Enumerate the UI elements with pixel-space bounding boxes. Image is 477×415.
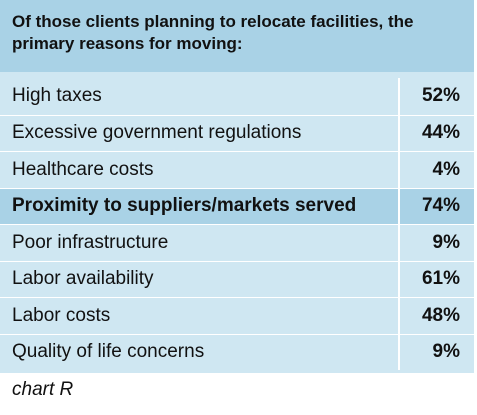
row-label: Quality of life concerns bbox=[0, 334, 400, 370]
row-value: 48% bbox=[421, 304, 460, 326]
table-row: Labor availability 61% bbox=[0, 260, 474, 297]
table-panel: Of those clients planning to relocate fa… bbox=[0, 0, 474, 373]
row-label: Excessive government regulations bbox=[0, 115, 400, 151]
row-value: 74% bbox=[421, 195, 460, 217]
table-row: Healthcare costs 4% bbox=[0, 151, 474, 188]
table-row: Poor infrastructure 9% bbox=[0, 224, 474, 261]
table-row: Labor costs 48% bbox=[0, 297, 474, 334]
row-value: 52% bbox=[421, 85, 460, 107]
row-label: Labor availability bbox=[0, 261, 400, 297]
row-value: 61% bbox=[421, 268, 460, 290]
table-row: Proximity to suppliers/markets served 74% bbox=[0, 187, 474, 224]
table-row: Quality of life concerns 9% bbox=[0, 333, 474, 370]
row-value: 44% bbox=[421, 122, 460, 144]
row-label: Poor infrastructure bbox=[0, 225, 400, 261]
table-title: Of those clients planning to relocate fa… bbox=[12, 12, 414, 53]
row-label: High taxes bbox=[0, 78, 400, 115]
row-label: Healthcare costs bbox=[0, 152, 400, 188]
row-value: 9% bbox=[432, 341, 460, 363]
row-value: 4% bbox=[432, 158, 460, 180]
row-label: Labor costs bbox=[0, 298, 400, 334]
row-value: 9% bbox=[432, 231, 460, 253]
table-row: High taxes 52% bbox=[0, 78, 474, 115]
row-label: Proximity to suppliers/markets served bbox=[0, 188, 400, 224]
table-body: High taxes 52% Excessive government regula… bbox=[0, 78, 474, 370]
table-row: Excessive government regulations 44% bbox=[0, 114, 474, 151]
chart-caption: chart R bbox=[12, 379, 74, 400]
table-header: Of those clients planning to relocate fa… bbox=[0, 0, 474, 72]
